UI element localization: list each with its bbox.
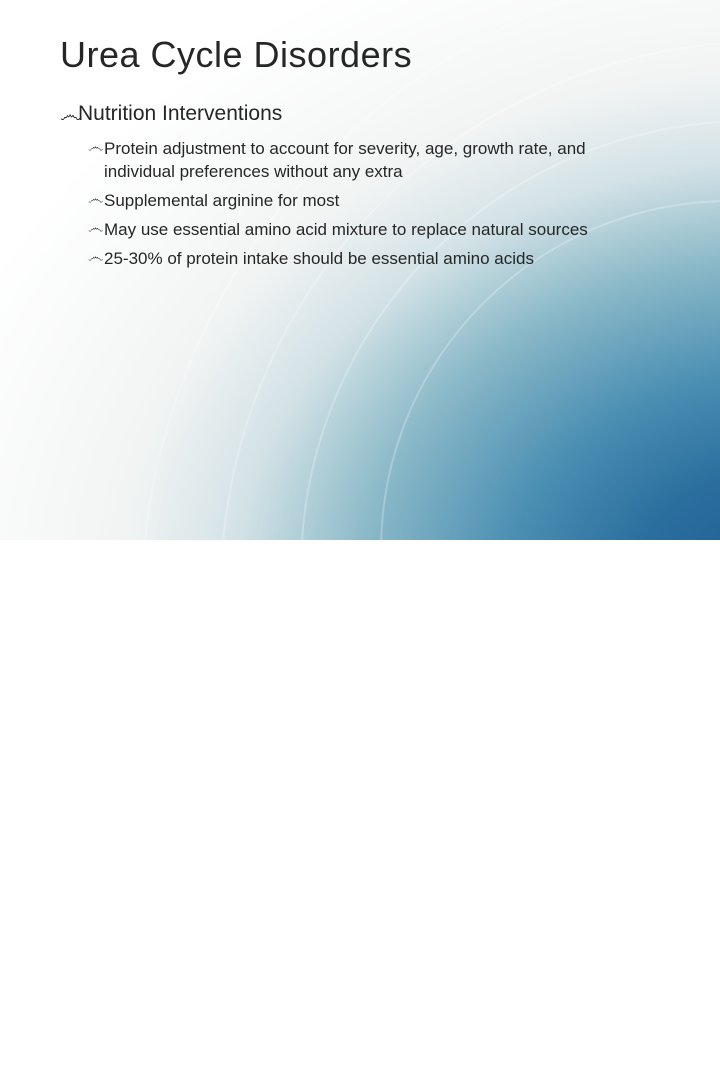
bullet-icon: ෴ (88, 138, 104, 157)
bullet-icon: ෴ (88, 248, 104, 267)
section-heading: Nutrition Interventions (78, 102, 660, 126)
list-item-text: 25-30% of protein intake should be essen… (104, 248, 648, 271)
slide-title: Urea Cycle Disorders (60, 34, 660, 76)
bullet-icon: ෴ (88, 190, 104, 209)
list-item: ෴ 25-30% of protein intake should be ess… (88, 248, 648, 271)
list-item: ෴ May use essential amino acid mixture t… (88, 219, 648, 242)
list-item-text: May use essential amino acid mixture to … (104, 219, 648, 242)
bullet-icon: ෴ (88, 219, 104, 238)
list-item: ෴ Protein adjustment to account for seve… (88, 138, 648, 184)
list-item-text: Supplemental arginine for most (104, 190, 648, 213)
bullet-icon: ෴ (60, 102, 78, 128)
slide-content: Urea Cycle Disorders ෴ Nutrition Interve… (0, 0, 720, 271)
section: ෴ Nutrition Interventions ෴ Protein adju… (60, 102, 660, 271)
list-item-text: Protein adjustment to account for severi… (104, 138, 648, 184)
list-item: ෴ Supplemental arginine for most (88, 190, 648, 213)
bullet-list: ෴ Protein adjustment to account for seve… (60, 138, 660, 271)
section-heading-row: ෴ Nutrition Interventions (60, 102, 660, 128)
